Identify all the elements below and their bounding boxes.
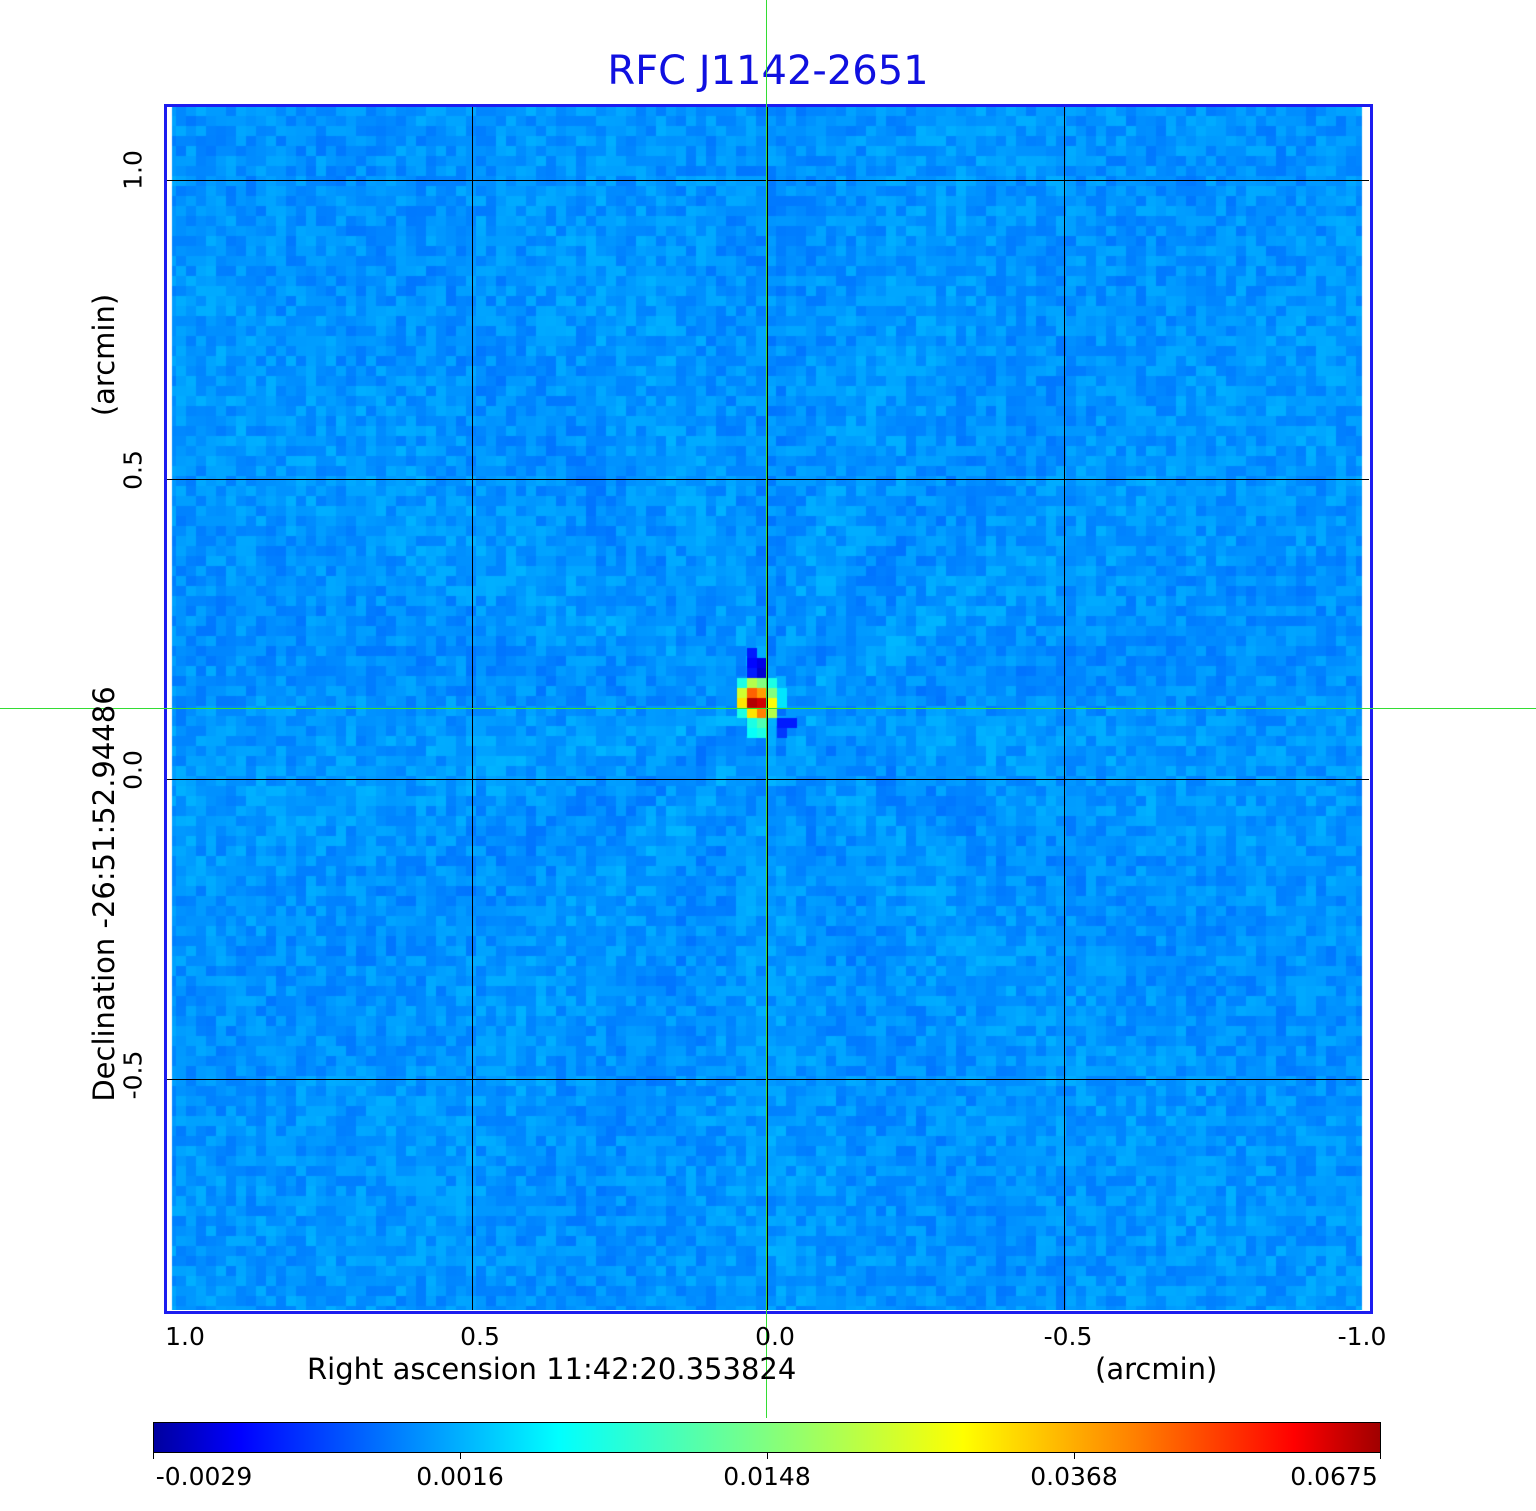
colorbar-tick bbox=[1380, 1453, 1381, 1459]
colorbar-tick-label: -0.0029 bbox=[155, 1462, 253, 1491]
x-axis-unit: (arcmin) bbox=[1095, 1352, 1218, 1386]
chart-title: RFC J1142-2651 bbox=[607, 48, 929, 94]
grid-line-y-0.5 bbox=[166, 479, 1369, 480]
colorbar-tick bbox=[767, 1453, 768, 1459]
y-axis-unit: (arcmin) bbox=[87, 293, 121, 417]
x-axis-label: Right ascension 11:42:20.353824 bbox=[307, 1352, 797, 1386]
x-tick-label: 0.0 bbox=[755, 1322, 795, 1351]
x-tick-label: 1.0 bbox=[165, 1322, 205, 1351]
colorbar-tick bbox=[460, 1453, 461, 1459]
crosshair-vertical bbox=[766, 0, 767, 1418]
colorbar bbox=[153, 1422, 1381, 1453]
grid-line-y-1.0 bbox=[166, 180, 1369, 181]
y-tick-label: 0.0 bbox=[118, 750, 148, 790]
x-tick-label: -1.0 bbox=[1337, 1322, 1387, 1351]
colorbar-tick-label: 0.0368 bbox=[1030, 1462, 1118, 1491]
colorbar-tick-label: 0.0016 bbox=[416, 1462, 504, 1491]
x-tick-label: 0.5 bbox=[460, 1322, 500, 1351]
grid-line-y-0.0 bbox=[166, 779, 1369, 780]
y-tick-label: -0.5 bbox=[118, 1050, 148, 1100]
x-tick-label: -0.5 bbox=[1043, 1322, 1093, 1351]
grid-line-y--0.5 bbox=[166, 1079, 1369, 1080]
crosshair-horizontal bbox=[0, 708, 1536, 709]
colorbar-tick-label: 0.0148 bbox=[723, 1462, 811, 1491]
y-tick-label: 0.5 bbox=[118, 450, 148, 490]
colorbar-tick bbox=[1074, 1453, 1075, 1459]
colorbar-tick bbox=[153, 1453, 154, 1459]
colorbar-tick-label: 0.0675 bbox=[1290, 1462, 1378, 1491]
y-axis-label: Declination -26:51:52.94486 bbox=[87, 686, 121, 1102]
y-tick-label: 1.0 bbox=[118, 150, 148, 190]
